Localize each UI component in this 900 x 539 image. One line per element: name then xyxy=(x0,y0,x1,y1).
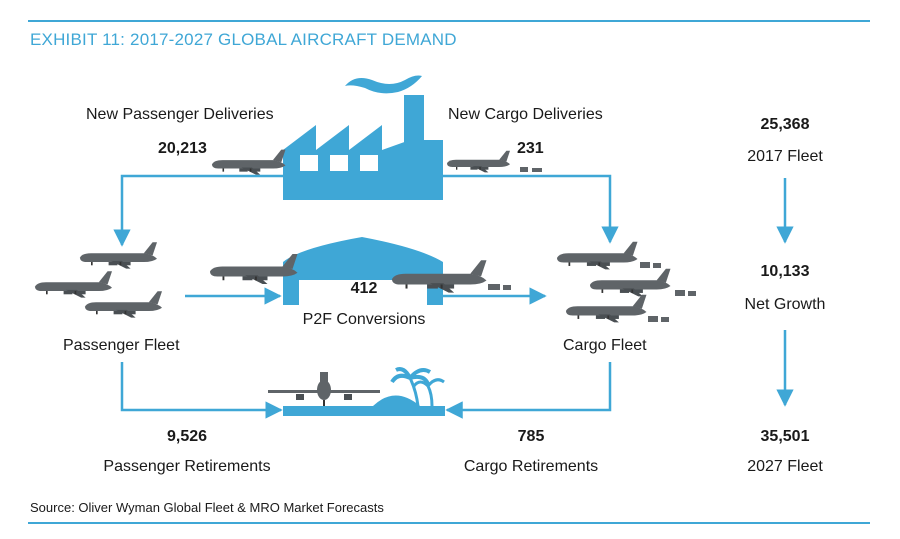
passenger-fleet-label: Passenger Fleet xyxy=(63,337,180,354)
passenger-retirements-value: 9,526 xyxy=(166,428,208,445)
new-cargo-value: 231 xyxy=(517,140,544,157)
hangar-icon xyxy=(283,237,443,305)
fleet-2017-label: 2017 Fleet xyxy=(747,148,823,165)
new-cargo-label: New Cargo Deliveries xyxy=(448,106,603,123)
top-rule xyxy=(28,20,870,22)
cargo-fleet-planes xyxy=(557,241,696,323)
island-icon xyxy=(283,367,445,416)
new-passenger-value: 20,213 xyxy=(158,140,207,157)
cargo-retirements-value: 785 xyxy=(517,428,545,445)
p2f-value: 412 xyxy=(350,280,378,297)
passenger-delivery-plane xyxy=(212,149,286,175)
p2f-planes xyxy=(210,254,511,293)
fleet-2027-label: 2027 Fleet xyxy=(747,458,823,475)
net-growth-value: 10,133 xyxy=(760,263,810,280)
flow-arrows xyxy=(113,174,794,419)
new-passenger-label: New Passenger Deliveries xyxy=(86,106,274,123)
passenger-fleet-planes xyxy=(35,242,162,318)
fleet-2027-value: 35,501 xyxy=(760,428,810,445)
cargo-retirements-label: Cargo Retirements xyxy=(463,458,599,475)
p2f-label: P2F Conversions xyxy=(302,311,426,328)
bottom-rule xyxy=(28,522,870,524)
fleet-2017-value: 25,368 xyxy=(760,116,810,133)
exhibit-title: EXHIBIT 11: 2017-2027 GLOBAL AIRCRAFT DE… xyxy=(30,30,457,49)
source-note: Source: Oliver Wyman Global Fleet & MRO … xyxy=(30,500,384,515)
factory-icon xyxy=(283,75,443,200)
cargo-delivery-plane xyxy=(447,150,542,173)
passenger-retirements-label: Passenger Retirements xyxy=(103,458,271,475)
cargo-fleet-label: Cargo Fleet xyxy=(563,337,647,354)
retired-plane-icon xyxy=(268,372,380,406)
net-growth-label: Net Growth xyxy=(744,296,826,313)
